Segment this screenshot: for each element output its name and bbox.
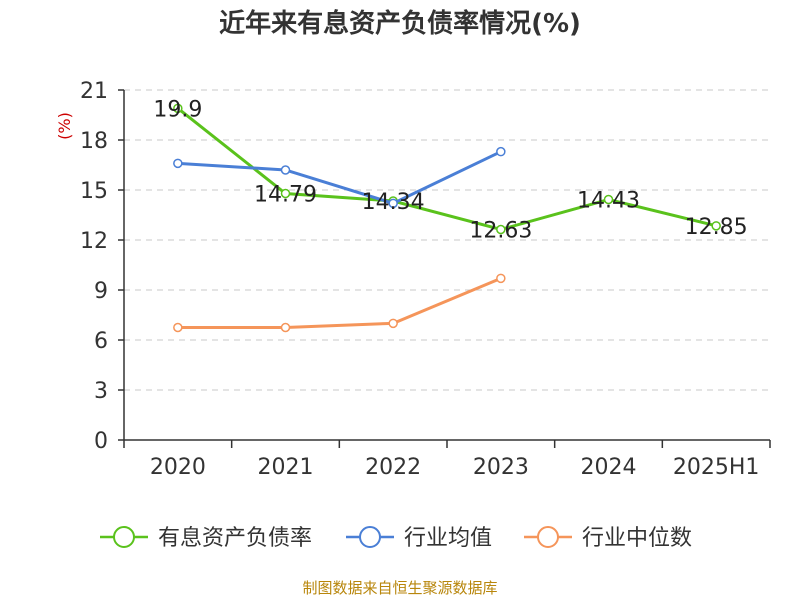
- y-tick-label: 6: [94, 329, 108, 354]
- x-tick-label: 2022: [365, 455, 421, 480]
- legend-label: 行业中位数: [582, 526, 692, 551]
- source-note: 制图数据来自恒生聚源数据库: [302, 579, 497, 597]
- legend-marker: [359, 526, 381, 548]
- legend-item-1[interactable]: 行业均值: [346, 526, 492, 551]
- data-point: [280, 322, 291, 333]
- legend-item-2[interactable]: 行业中位数: [524, 526, 692, 551]
- data-point: [388, 318, 398, 329]
- data-label: 14.79: [254, 183, 317, 208]
- chart-title: 近年来有息资产负债率情况(%): [219, 8, 581, 39]
- y-tick-label: 15: [80, 179, 108, 204]
- data-point: [388, 198, 398, 209]
- y-tick-label: 12: [80, 229, 108, 254]
- data-label: 12.85: [685, 215, 748, 240]
- data-point: [603, 194, 614, 205]
- series-line-1: [177, 150, 502, 205]
- data-point: [173, 158, 183, 169]
- x-tick-label: 2021: [258, 455, 314, 480]
- legend-label: 有息资产负债率: [158, 526, 312, 551]
- data-label: 12.63: [469, 219, 532, 244]
- y-tick-label: 0: [94, 429, 108, 454]
- legend[interactable]: 有息资产负债率 行业均值 行业中位数: [100, 526, 692, 551]
- y-tick-label: 3: [94, 379, 108, 404]
- series-line-2: [177, 276, 502, 329]
- x-tick-label: 2024: [581, 455, 637, 480]
- data-point: [280, 165, 291, 175]
- data-point: [280, 188, 291, 199]
- y-tick-label: 18: [80, 129, 108, 154]
- data-label: 19.9: [153, 97, 202, 122]
- data-point: [496, 146, 506, 157]
- axes: 0 3 6 9 12 15 18 21 2020 2021 2022 2023 2024 2025H1: [80, 79, 771, 480]
- data-point: [496, 224, 506, 235]
- x-tick-label: 2025H1: [673, 455, 760, 480]
- x-tick-label: 2023: [473, 455, 529, 480]
- data-labels: 19.9 14.79 14.34 12.63 14.43 12.85: [153, 97, 747, 243]
- data-label: 14.34: [362, 190, 425, 215]
- data-label: 14.43: [577, 189, 640, 214]
- y-tick-label: 9: [94, 279, 108, 304]
- legend-label: 行业均值: [404, 526, 492, 551]
- legend-marker: [537, 526, 559, 548]
- data-point: [496, 273, 506, 284]
- x-tick-label: 2020: [150, 455, 206, 480]
- legend-item-0[interactable]: 有息资产负债率: [100, 526, 312, 551]
- data-point: [173, 322, 183, 333]
- y-axis-label: (%): [55, 112, 74, 140]
- legend-marker: [113, 526, 135, 548]
- grid: [124, 89, 770, 391]
- data-point: [173, 103, 183, 114]
- series: [173, 103, 721, 333]
- data-point: [711, 221, 721, 231]
- y-tick-label: 21: [80, 79, 108, 104]
- series-line-0: [176, 107, 717, 232]
